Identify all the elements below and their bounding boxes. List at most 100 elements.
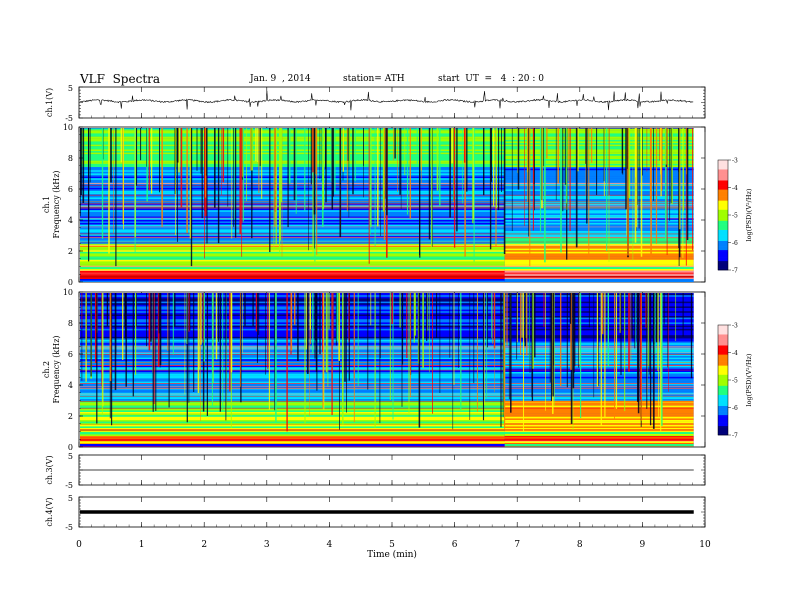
spectrogram-row <box>504 328 694 331</box>
spectrogram-row <box>80 168 505 171</box>
spectrogram-row <box>80 396 505 398</box>
colorbar-segment <box>718 420 728 423</box>
spectrogram-row <box>504 171 694 174</box>
spectrogram-row <box>504 234 694 236</box>
spectrogram-row <box>504 130 694 132</box>
spectrogram-row <box>80 300 505 302</box>
spectrogram-row <box>80 327 505 329</box>
colorbar-segment <box>718 394 728 397</box>
colorbar-segment <box>718 343 728 346</box>
colorbar-segment <box>718 424 728 427</box>
spectrogram-row <box>504 173 694 176</box>
colorbar-segment <box>718 216 728 219</box>
x-tick-label: 8 <box>577 540 583 550</box>
spectrogram-row <box>504 178 694 180</box>
colorbar-segment <box>718 427 728 430</box>
colorbar-segment <box>718 325 728 328</box>
spectrogram-row <box>504 360 694 363</box>
colorbar-segment <box>718 365 728 368</box>
y-tick-label: 0 <box>68 443 73 452</box>
spectrogram-row <box>80 186 505 188</box>
spectrogram-row <box>504 221 694 224</box>
spectrogram-row <box>80 333 505 336</box>
spectrogram-row <box>504 408 694 411</box>
spectrogram-row <box>80 301 505 304</box>
colorbar-segment <box>718 358 728 361</box>
spectrogram-row <box>504 402 694 405</box>
spectrogram-row <box>80 210 505 212</box>
spectrogram-row <box>504 306 694 309</box>
y-tick-label: 2 <box>68 412 73 421</box>
colorbar-segment <box>718 183 728 186</box>
spectrogram-row <box>504 320 694 323</box>
colorbar-segment <box>718 422 728 425</box>
x-tick-label: 6 <box>452 540 458 550</box>
spectrogram-row <box>504 354 694 357</box>
spectrogram-row <box>504 223 694 225</box>
spectrogram-row <box>504 274 694 276</box>
x-tick-label: 7 <box>514 540 520 550</box>
spectrogram-row <box>504 139 694 142</box>
spectrogram-row <box>80 314 505 317</box>
colorbar-segment <box>718 392 728 395</box>
spectrogram-row <box>504 167 694 169</box>
spectrogram-row <box>80 328 505 331</box>
spectrogram-row <box>504 444 694 446</box>
colorbar-segment <box>718 185 728 188</box>
spectrogram-row <box>80 136 505 139</box>
spectrogram-row <box>504 327 694 329</box>
spectrogram-row <box>504 368 694 371</box>
spectrogram-row <box>80 428 505 430</box>
spectrogram-row <box>504 357 694 360</box>
spectrogram-row <box>504 365 694 368</box>
spectrogram-row <box>504 253 694 256</box>
spectrogram-row <box>80 413 505 416</box>
spectrogram-row <box>80 324 505 326</box>
spectrogram-row <box>80 159 505 161</box>
station-label: station= ATH <box>343 74 405 84</box>
spectrogram-row <box>504 133 694 136</box>
spectrogram-row <box>80 128 505 131</box>
colorbar-segment <box>718 372 728 375</box>
spectrogram-row <box>80 208 505 211</box>
spectrogram-row <box>80 165 505 168</box>
colorbar-segment <box>718 354 728 357</box>
spectrogram-row <box>80 162 505 164</box>
spectrogram-row <box>80 197 505 200</box>
colorbar-segment <box>718 161 728 164</box>
spectrogram-row <box>504 199 694 201</box>
spectrogram-row <box>80 128 505 129</box>
spectrogram-row <box>504 420 694 422</box>
spectrogram-row <box>80 147 505 150</box>
spectrogram-row <box>504 279 694 281</box>
spectrogram-row <box>80 221 505 224</box>
spectrogram-row <box>504 376 694 379</box>
colorbar-segment <box>718 418 728 421</box>
colorbar-segment <box>718 407 728 410</box>
spectrogram-row <box>504 434 694 437</box>
colorbar-segment <box>718 209 728 212</box>
spectrogram-row <box>504 202 694 204</box>
colorbar-segment <box>718 330 728 333</box>
colorbar-segment <box>718 431 728 434</box>
spectrogram-row <box>504 322 694 325</box>
spectrogram-row <box>80 143 505 145</box>
spectrogram-row <box>504 416 694 419</box>
colorbar-segment <box>718 174 728 177</box>
colorbar-segment <box>718 413 728 416</box>
spectrogram-row <box>80 424 505 427</box>
colorbar-label: log(PSD)(V²/Hz) <box>745 188 753 241</box>
spectrogram-row <box>504 151 694 153</box>
spectrogram-row <box>504 325 694 328</box>
spectrogram-row <box>504 143 694 145</box>
spectrogram-row <box>504 391 694 393</box>
spectrogram-row <box>504 192 694 195</box>
spectrogram-row <box>80 163 505 166</box>
spectrogram-row <box>504 211 694 214</box>
y-tick-label: 4 <box>68 381 73 390</box>
spectrogram-row <box>80 359 505 361</box>
colorbar-segment <box>718 211 728 214</box>
spectrogram-row <box>80 243 505 246</box>
spectrogram-row <box>80 149 505 152</box>
spectrogram-row <box>504 309 694 312</box>
